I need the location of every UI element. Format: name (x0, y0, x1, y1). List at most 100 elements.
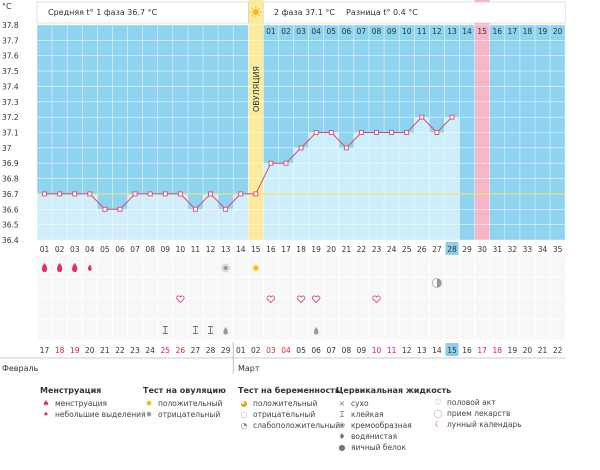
temperature-line (44, 116, 453, 210)
y-tick-label: 37.7 (2, 36, 19, 45)
calendar-date: 11 (387, 346, 397, 355)
legend-ovulation-title: Тест на овуляцию (143, 386, 226, 395)
pill-icon: ◯ (433, 409, 443, 418)
legend-item: небольшие выделения (55, 410, 146, 419)
day-column-fill (323, 132, 339, 240)
temperature-point (283, 160, 289, 166)
phase2-day-label: 02 (281, 27, 291, 36)
calendar-date: 23 (130, 346, 140, 355)
calendar-date: 12 (402, 346, 412, 355)
calendar-date: 18 (492, 346, 502, 355)
calendar-date: 26 (176, 346, 186, 355)
ovulation-column (248, 0, 264, 240)
legend-item: кремообразная (351, 421, 412, 430)
egg-white-icon (223, 327, 228, 335)
phase2-day-label: 03 (296, 27, 306, 36)
cycle-day-label: 06 (115, 245, 125, 254)
calendar-date: 18 (55, 346, 65, 355)
watery-icon: ♦ (338, 432, 346, 441)
calendar-date: 15 (447, 346, 457, 355)
drop-icon (87, 264, 92, 271)
legend-pregnancy-title: Тест на беременность (238, 386, 340, 395)
calendar-date: 29 (221, 346, 231, 355)
cycle-day-label: 33 (523, 245, 533, 254)
sun-icon: ✹ (145, 399, 153, 408)
temperature-points (42, 114, 455, 212)
cycle-day-label: 02 (55, 245, 65, 254)
legend-item: половой акт (447, 398, 496, 407)
creamy-icon: ❀ (338, 421, 346, 430)
legend-item: слабоположительный (253, 421, 341, 430)
calendar-date: 07 (326, 346, 336, 355)
temperature-point (343, 145, 349, 151)
symptom-markers (36, 255, 566, 341)
day-column-fill (278, 163, 294, 240)
cycle-day-label: 34 (538, 245, 548, 254)
legend-item: менструация (55, 399, 107, 408)
temperature-point (268, 160, 274, 166)
temperature-point (404, 130, 410, 135)
heart-icon: ♡ (434, 398, 442, 407)
cycle-day-label: 26 (417, 245, 427, 254)
calendar-date: 27 (191, 346, 201, 355)
calendar-date: 14 (432, 346, 442, 355)
temperature-point (132, 191, 138, 197)
calendar-date: 22 (553, 346, 563, 355)
cycle-day-label: 08 (145, 245, 155, 254)
calendar-date: 28 (206, 346, 216, 355)
temperature-point (358, 130, 364, 135)
legend-ovulation-test: Тест на овуляцию ✹ положительный ✹ отрицат… (143, 386, 226, 420)
cycle-day-label: 15 (251, 245, 261, 254)
calendar-date: 03 (266, 346, 276, 355)
x-axis-cycle-days: 01 02 03 04 05 06 07 08 09 10 11 12 13 14 15 16 17 18 19 20… (40, 242, 563, 255)
temperature-difference: Разница t° 0.4 °C (346, 8, 418, 17)
cycle-day-label: 21 (342, 245, 352, 254)
calendar-date: 19 (508, 346, 518, 355)
calendar-dates: 17 18 19 20 21 22 23 24 25 26 27 28 29 01 02 03 04 05 06 07… (0, 342, 566, 374)
calendar-date: 21 (538, 346, 548, 355)
sticky-icon: Ɪ (339, 410, 345, 419)
phase2-day-label: 14 (462, 27, 472, 36)
cycle-day-label: 13 (221, 245, 231, 254)
y-tick-label: 37.5 (2, 67, 19, 76)
day-column-fill (52, 193, 68, 240)
temperature-point (298, 145, 304, 151)
legend-item: положительный (158, 399, 223, 408)
day-column-fill (127, 193, 143, 240)
month-february: Февраль (2, 364, 39, 373)
sun-ray (251, 14, 254, 17)
temperature-point (328, 130, 334, 135)
temperature-point (389, 130, 395, 135)
pregnancy-weak-icon: ◔ (240, 421, 248, 430)
day-column-fill (368, 132, 385, 240)
legend: Менструация ♠ менструация ♠ небольшие выде… (0, 380, 600, 470)
legend-menstruation: Менструация ♠ менструация ♠ небольшие выде… (40, 386, 146, 420)
egg-white-icon (313, 327, 319, 335)
sun-ray (258, 14, 261, 17)
legend-item: отрицательный (158, 410, 221, 419)
cycle-day-label: 10 (176, 245, 186, 254)
temperature-point (102, 206, 108, 212)
temperature-point (313, 130, 319, 135)
phase2-average: 2 фаза 37.1 °C (274, 8, 335, 17)
temperature-point (253, 191, 259, 197)
legend-item: водянистая (351, 432, 398, 441)
calendar-date: 19 (70, 346, 80, 355)
calendar-date: 20 (85, 346, 95, 355)
calendar-date: 06 (311, 346, 321, 355)
calendar-date: 04 (281, 346, 291, 355)
calendar-date: 24 (145, 346, 155, 355)
bbt-chart: 37.8 37.7 37.6 37.5 37.4 37.3 37.2 37.1 37 36.9 36… (0, 0, 566, 374)
calendar-date: 20 (523, 346, 533, 355)
temperature-point (57, 191, 63, 197)
phase2-day-label: 10 (402, 27, 412, 36)
legend-pregnancy-test: Тест на беременность ◕ положительный ○ отр… (238, 386, 340, 431)
temperature-point (162, 191, 168, 197)
cycle-day-label: 24 (387, 245, 397, 254)
cycle-day-label: 29 (462, 245, 472, 254)
phase2-day-label: 06 (342, 27, 352, 36)
cycle-day-label: 23 (372, 245, 382, 254)
legend-item: положительный (253, 399, 318, 408)
drop-icon: ♠ (42, 399, 50, 408)
y-tick-label: 37.4 (2, 82, 19, 91)
